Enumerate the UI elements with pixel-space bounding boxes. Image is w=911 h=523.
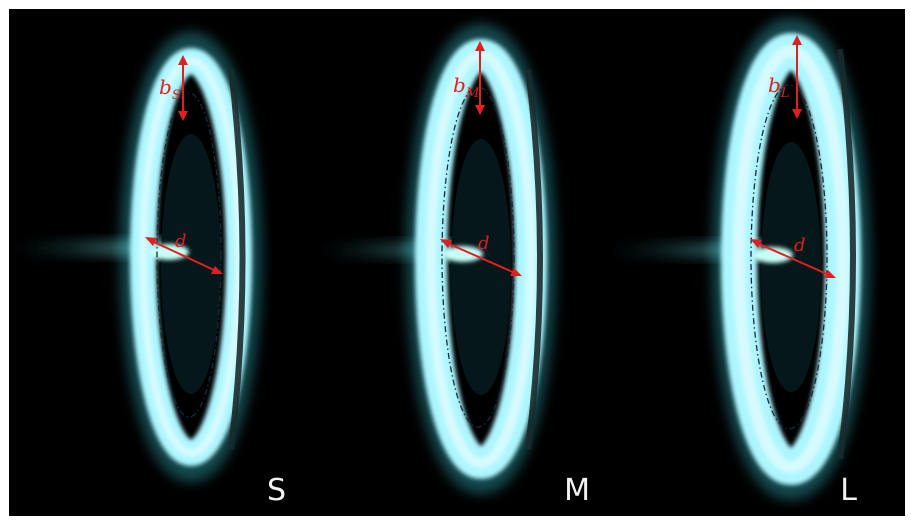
inner-disc xyxy=(761,142,821,392)
panel-s-photo: bS d xyxy=(9,32,262,482)
panel-s: bS d S xyxy=(9,9,316,516)
hub-glow xyxy=(149,244,189,260)
b-arrow xyxy=(178,55,188,121)
panel-l-photo: bL d xyxy=(608,18,870,500)
b-label: bS xyxy=(159,75,181,103)
hub-glow xyxy=(753,247,793,263)
d-arrow xyxy=(750,239,836,278)
panel-m-photo: bM d xyxy=(316,24,556,494)
d-arrow xyxy=(145,237,223,274)
d-arrow xyxy=(440,239,522,276)
d-label: d xyxy=(794,235,806,256)
dashed-reference-ellipse xyxy=(750,84,828,430)
inner-disc xyxy=(451,139,511,395)
b-arrow xyxy=(475,41,485,115)
panel-l: bL d L xyxy=(608,9,905,516)
dashed-reference-ellipse xyxy=(441,86,515,428)
d-label: d xyxy=(175,231,187,252)
panel-label-l: L xyxy=(840,473,857,508)
hub-glow xyxy=(443,246,483,262)
panel-label-s: S xyxy=(266,473,286,508)
b-label: bM xyxy=(453,73,480,101)
panel-m: bM d M xyxy=(316,9,608,516)
b-label: bL xyxy=(768,73,789,101)
inner-disc xyxy=(161,134,221,394)
d-label: d xyxy=(478,233,490,254)
b-arrow xyxy=(792,35,802,119)
dashed-reference-ellipse xyxy=(156,92,222,418)
panel-label-m: M xyxy=(564,473,590,508)
thruster-photo-figure: bS d S xyxy=(9,9,905,516)
